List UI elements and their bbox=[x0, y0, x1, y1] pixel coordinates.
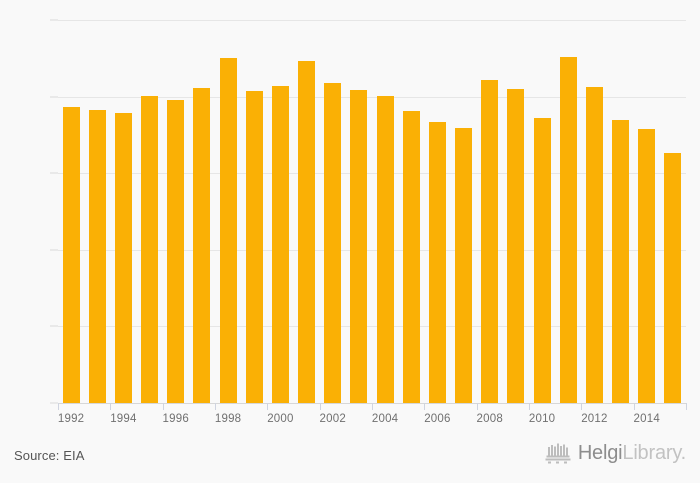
gridline bbox=[58, 249, 686, 251]
x-tick-mark bbox=[162, 403, 164, 410]
x-tick-mark bbox=[58, 403, 59, 410]
bar[interactable] bbox=[559, 56, 577, 403]
x-tick-label: 2010 bbox=[528, 413, 556, 425]
bar[interactable] bbox=[612, 119, 630, 403]
x-tick-mark bbox=[110, 403, 112, 410]
x-tick-mark bbox=[581, 403, 583, 410]
bar[interactable] bbox=[114, 112, 132, 403]
bar[interactable] bbox=[219, 57, 237, 403]
x-axis: 1992 1994 1996 1998 2000 2002 2004 2006 2008 2010… bbox=[57, 403, 687, 433]
y-tick-mark bbox=[50, 325, 58, 327]
y-tick-mark bbox=[50, 172, 58, 174]
bar[interactable] bbox=[324, 82, 342, 403]
y-tick-mark bbox=[50, 249, 58, 251]
x-tick-label: 2002 bbox=[319, 413, 346, 425]
x-tick-mark bbox=[319, 403, 321, 410]
bar[interactable] bbox=[167, 99, 185, 403]
bar[interactable] bbox=[455, 128, 473, 403]
bar[interactable] bbox=[638, 128, 656, 403]
bar[interactable] bbox=[533, 118, 551, 403]
gridline bbox=[58, 326, 686, 328]
x-tick-mark bbox=[267, 403, 269, 410]
bar[interactable] bbox=[481, 80, 499, 403]
bar[interactable] bbox=[141, 95, 159, 403]
bar[interactable] bbox=[245, 90, 263, 403]
chart-footer: Source: EIA Helg bbox=[0, 434, 700, 483]
x-tick-mark bbox=[633, 403, 635, 410]
bar[interactable] bbox=[376, 95, 394, 403]
x-tick-label: 1994 bbox=[110, 413, 137, 425]
brand-helgi-text: Helgi bbox=[577, 442, 623, 464]
brand-suffix-text: . bbox=[680, 442, 687, 464]
y-tick-mark bbox=[50, 402, 58, 404]
bar[interactable] bbox=[271, 85, 289, 403]
x-tick-mark bbox=[424, 403, 426, 410]
bar[interactable] bbox=[350, 89, 368, 403]
brand-wordmark: HelgiLibrary. bbox=[578, 443, 686, 463]
x-tick-label: 2014 bbox=[633, 413, 660, 425]
plot-area bbox=[58, 20, 686, 404]
x-tick-label: 2004 bbox=[371, 413, 399, 425]
x-tick-label: 2008 bbox=[476, 413, 503, 425]
bar[interactable] bbox=[664, 152, 682, 403]
bar-series bbox=[58, 20, 686, 403]
bar[interactable] bbox=[88, 110, 106, 403]
bar[interactable] bbox=[298, 60, 316, 403]
x-tick-label: 1992 bbox=[57, 413, 85, 425]
x-tick-mark bbox=[372, 403, 373, 410]
x-tick-label: 2006 bbox=[424, 413, 451, 425]
x-tick-label: 1998 bbox=[214, 413, 242, 425]
bar[interactable] bbox=[402, 111, 420, 403]
x-tick-mark bbox=[686, 403, 687, 410]
helgi-library-logo[interactable]: HelgiLibrary. bbox=[545, 442, 686, 464]
x-tick-label: 2000 bbox=[267, 413, 294, 425]
gridline bbox=[58, 173, 686, 175]
brand-library-text: Library bbox=[622, 442, 681, 464]
bar[interactable] bbox=[428, 121, 446, 403]
bar[interactable] bbox=[193, 88, 211, 403]
bar[interactable] bbox=[585, 87, 603, 403]
x-tick-mark bbox=[529, 403, 530, 410]
source-label: Source: EIA bbox=[14, 448, 85, 463]
x-tick-label: 1996 bbox=[162, 413, 189, 425]
x-tick-mark bbox=[215, 403, 216, 410]
y-tick-mark bbox=[50, 96, 58, 98]
x-tick-label: 2012 bbox=[581, 413, 608, 425]
y-tick-mark bbox=[50, 19, 58, 21]
gridline bbox=[58, 96, 686, 98]
bar[interactable] bbox=[62, 107, 80, 403]
bar[interactable] bbox=[507, 88, 525, 403]
x-tick-mark bbox=[476, 403, 478, 410]
library-building-icon bbox=[545, 443, 571, 464]
gridline bbox=[58, 20, 686, 21]
